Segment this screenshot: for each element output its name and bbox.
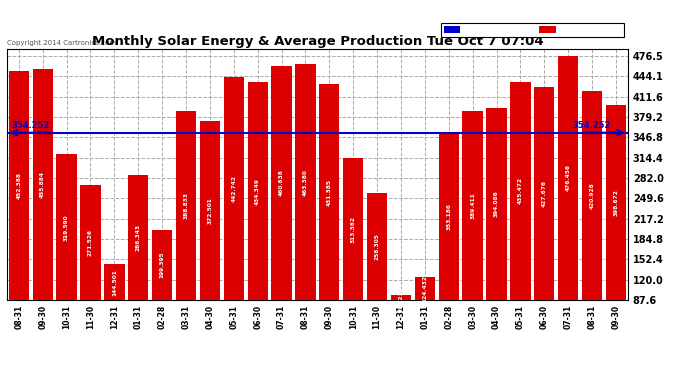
Bar <box>534 87 555 300</box>
Text: Copyright 2014 Cartronics.com: Copyright 2014 Cartronics.com <box>7 40 116 46</box>
Bar <box>200 121 220 300</box>
Text: 372.501: 372.501 <box>208 197 213 224</box>
Text: 452.388: 452.388 <box>17 172 21 199</box>
Bar <box>439 134 459 300</box>
Bar <box>80 184 101 300</box>
Text: 398.672: 398.672 <box>613 189 618 216</box>
Bar <box>9 71 29 300</box>
Bar <box>606 105 626 300</box>
Text: 435.472: 435.472 <box>518 177 523 204</box>
Bar <box>224 77 244 300</box>
Bar <box>104 264 124 300</box>
Bar <box>128 175 148 300</box>
Bar <box>391 295 411 300</box>
Text: 427.676: 427.676 <box>542 180 546 207</box>
Text: 319.590: 319.590 <box>64 214 69 240</box>
Text: 258.305: 258.305 <box>375 233 380 260</box>
Bar <box>582 91 602 300</box>
Bar <box>248 82 268 300</box>
Text: 354.252: 354.252 <box>573 121 611 130</box>
Text: 354.252: 354.252 <box>12 121 50 130</box>
Text: 455.884: 455.884 <box>40 171 46 198</box>
Text: 313.362: 313.362 <box>351 216 356 243</box>
Bar <box>319 84 339 300</box>
Bar <box>415 277 435 300</box>
Bar <box>558 56 578 300</box>
Bar <box>152 230 172 300</box>
Legend: Average (kWh), Daily  (kWh): Average (kWh), Daily (kWh) <box>442 23 624 37</box>
Text: 442.742: 442.742 <box>231 175 236 202</box>
Text: 460.638: 460.638 <box>279 170 284 196</box>
Bar <box>57 154 77 300</box>
Bar <box>343 158 364 300</box>
Bar <box>32 69 53 300</box>
Text: 434.349: 434.349 <box>255 178 260 205</box>
Bar <box>367 193 387 300</box>
Bar <box>486 108 506 300</box>
Text: 420.928: 420.928 <box>589 182 595 209</box>
Text: 124.432: 124.432 <box>422 275 427 302</box>
Bar <box>462 111 483 300</box>
Text: 199.395: 199.395 <box>159 252 165 278</box>
Bar <box>176 111 196 300</box>
Bar <box>511 82 531 300</box>
Text: 353.186: 353.186 <box>446 203 451 230</box>
Bar <box>295 64 315 300</box>
Text: 431.385: 431.385 <box>327 178 332 206</box>
Title: Monthly Solar Energy & Average Production Tue Oct 7 07:04: Monthly Solar Energy & Average Productio… <box>92 34 543 48</box>
Text: 394.086: 394.086 <box>494 190 499 217</box>
Text: 286.343: 286.343 <box>136 224 141 251</box>
Text: 95.214: 95.214 <box>399 286 404 309</box>
Bar <box>271 66 292 300</box>
Text: 476.456: 476.456 <box>566 165 571 192</box>
Text: 388.833: 388.833 <box>184 192 188 219</box>
Text: 389.411: 389.411 <box>470 192 475 219</box>
Text: 144.501: 144.501 <box>112 269 117 296</box>
Text: 463.380: 463.380 <box>303 169 308 195</box>
Text: 271.526: 271.526 <box>88 229 93 256</box>
